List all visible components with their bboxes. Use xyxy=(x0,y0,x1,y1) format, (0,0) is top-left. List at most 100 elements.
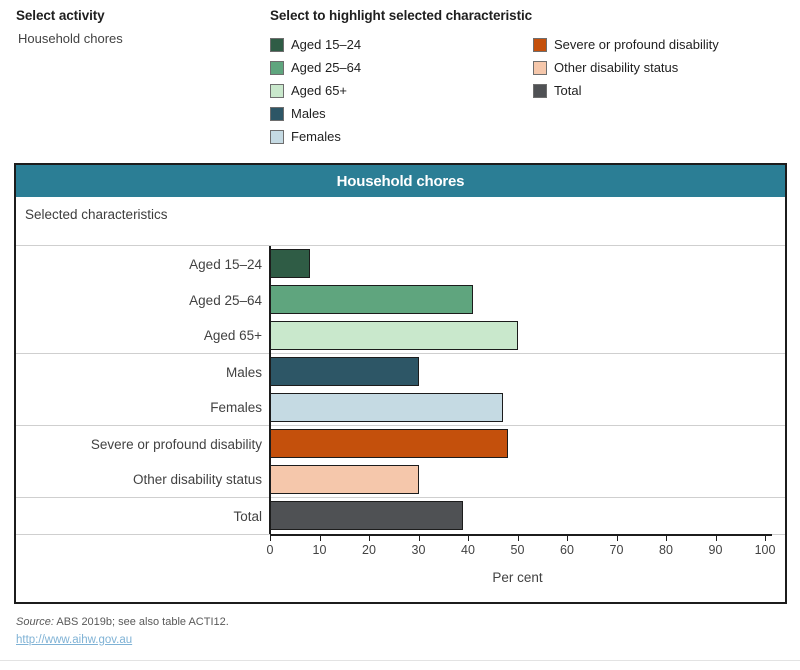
row-label: Total xyxy=(233,508,262,524)
source-link[interactable]: http://www.aihw.gov.au xyxy=(16,634,133,646)
axis-baseline xyxy=(270,534,772,536)
axis-tick-label: 10 xyxy=(312,543,327,557)
legend-swatch-icon xyxy=(533,37,547,52)
axis-tick xyxy=(418,536,420,541)
activity-filter: Select activity Household chores xyxy=(16,8,123,46)
legend-item[interactable]: Severe or profound disability xyxy=(533,33,719,56)
bar[interactable] xyxy=(270,321,518,350)
bar-rows: Aged 15–24 Aged 25–64 Aged 65+ Males Females… xyxy=(16,245,785,534)
axis-tick xyxy=(517,536,519,541)
table-row: Aged 65+ xyxy=(16,318,785,354)
legend-swatch-icon xyxy=(270,106,284,121)
row-plot xyxy=(270,282,785,318)
axis-tick-label: 20 xyxy=(362,543,376,557)
legend-swatch-icon xyxy=(270,60,284,75)
axis-tick-label: 50 xyxy=(510,543,525,557)
x-axis-label: Per cent xyxy=(492,570,543,585)
axis-tick xyxy=(616,536,618,541)
legend-item[interactable]: Females xyxy=(270,125,533,148)
row-label: Aged 25–64 xyxy=(189,292,262,308)
legend-swatch-icon xyxy=(270,37,284,52)
x-axis: Per cent 0 10 20 30 40 50 60 70 80 90 100 xyxy=(16,534,785,602)
axis-zero-line xyxy=(269,246,271,534)
row-plot xyxy=(270,426,785,462)
chart-title: Household chores xyxy=(336,172,465,190)
legend-column-1: Aged 15–24 Aged 25–64 Aged 65+ Males Females xyxy=(270,33,533,148)
chart-subtitle: Selected characteristics xyxy=(25,207,168,222)
axis-tick xyxy=(468,536,469,541)
axis-tick-label: 70 xyxy=(609,543,624,557)
axis-tick xyxy=(765,536,766,541)
axis-tick-label: 90 xyxy=(708,543,723,557)
bar[interactable] xyxy=(270,501,464,530)
legend-item[interactable]: Males xyxy=(270,102,533,125)
legend-item-label: Females xyxy=(291,129,341,144)
legend-item-label: Aged 65+ xyxy=(291,83,348,98)
bar[interactable] xyxy=(270,285,473,314)
table-row: Aged 25–64 xyxy=(16,282,785,318)
row-plot xyxy=(270,390,785,425)
bar[interactable] xyxy=(270,465,419,494)
axis-tick-label: 40 xyxy=(461,543,475,557)
highlight-legend: Select to highlight selected characteris… xyxy=(270,8,719,148)
row-plot xyxy=(270,354,785,390)
axis-tick xyxy=(715,536,717,541)
row-plot xyxy=(270,246,785,282)
legend-swatch-icon xyxy=(270,83,284,98)
highlight-legend-title: Select to highlight selected characteris… xyxy=(270,8,533,23)
legend-item-label: Aged 25–64 xyxy=(291,60,362,75)
legend-swatch-icon xyxy=(270,129,284,144)
row-plot xyxy=(270,318,785,353)
axis-tick-label: 30 xyxy=(411,543,426,557)
legend-item-label: Males xyxy=(291,106,326,121)
legend-swatch-icon xyxy=(533,60,547,75)
row-label: Severe or profound disability xyxy=(90,436,262,452)
axis-tick xyxy=(270,536,271,541)
row-label: Females xyxy=(210,400,262,415)
legend-item[interactable]: Other disability status xyxy=(533,56,719,79)
table-row: Severe or profound disability xyxy=(16,426,785,462)
bar[interactable] xyxy=(270,429,508,458)
table-row: Other disability status xyxy=(16,462,785,498)
legend-item[interactable]: Total xyxy=(533,79,719,102)
bar[interactable] xyxy=(270,249,310,278)
row-label: Other disability status xyxy=(132,472,262,487)
bar[interactable] xyxy=(270,393,503,422)
legend-item[interactable]: Aged 25–64 xyxy=(270,56,533,79)
axis-tick-label: 80 xyxy=(659,543,673,557)
legend-column-2: Severe or profound disability Other disab… xyxy=(533,33,719,148)
row-plot xyxy=(270,462,785,497)
activity-filter-title: Select activity xyxy=(16,8,105,23)
legend-item-label: Total xyxy=(554,83,582,98)
legend-item[interactable]: Aged 15–24 xyxy=(270,33,533,56)
axis-tick-label: 60 xyxy=(560,543,574,557)
table-row: Total xyxy=(16,498,785,534)
legend-columns: Aged 15–24 Aged 25–64 Aged 65+ Males Females… xyxy=(270,33,719,148)
bottom-divider xyxy=(0,660,800,661)
axis-tick xyxy=(369,536,370,541)
table-row: Males xyxy=(16,354,785,390)
source-prefix: Source: xyxy=(16,616,54,628)
source-note: Source: ABS 2019b; see also table ACTI12… xyxy=(16,616,229,628)
legend-item-label: Severe or profound disability xyxy=(554,37,719,52)
chart-card: Household chores Selected characteristic… xyxy=(14,163,787,604)
axis-tick-label: 0 xyxy=(266,543,274,557)
source-text: ABS 2019b; see also table ACTI12. xyxy=(53,616,229,628)
table-row: Aged 15–24 xyxy=(16,246,785,282)
chart-header: Household chores xyxy=(16,165,785,197)
row-plot xyxy=(270,498,785,534)
table-row: Females xyxy=(16,390,785,426)
legend-item-label: Aged 15–24 xyxy=(291,37,362,52)
activity-filter-value[interactable]: Household chores xyxy=(18,31,123,46)
row-label: Males xyxy=(225,364,262,380)
bar[interactable] xyxy=(270,357,419,386)
legend-item-label: Other disability status xyxy=(554,60,679,75)
axis-tick xyxy=(319,536,321,541)
axis-tick xyxy=(567,536,568,541)
row-label: Aged 15–24 xyxy=(189,256,262,272)
axis-tick xyxy=(666,536,667,541)
legend-swatch-icon xyxy=(533,83,547,98)
axis-tick-label: 100 xyxy=(754,543,776,557)
row-label: Aged 65+ xyxy=(203,328,262,343)
legend-item[interactable]: Aged 65+ xyxy=(270,79,533,102)
